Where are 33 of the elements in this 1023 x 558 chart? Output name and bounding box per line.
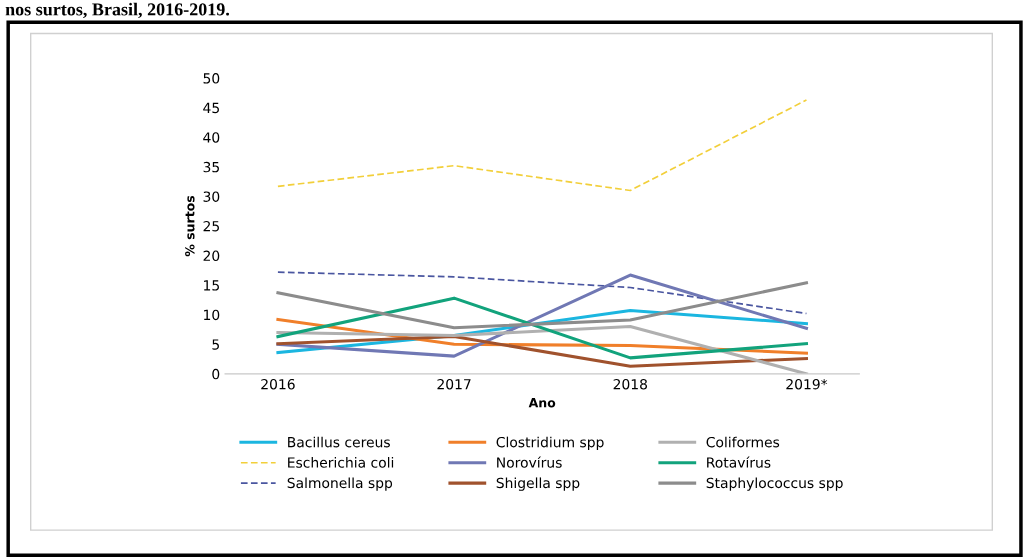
legend-label: Rotavírus <box>707 456 771 468</box>
y-tick-label: 35 <box>203 161 219 173</box>
legend-label: Bacillus cereus <box>288 436 390 448</box>
x-tick-label: 2018 <box>613 378 647 390</box>
legend-label: Shigella spp <box>496 477 580 491</box>
legend-label: Coliformes <box>706 436 780 448</box>
y-tick-label: 10 <box>204 309 220 321</box>
line-series <box>276 296 808 360</box>
legend-label: Salmonella spp <box>287 477 393 491</box>
y-tick-label: 40 <box>203 132 220 143</box>
y-tick-label: 50 <box>203 73 220 84</box>
line-series <box>277 99 808 192</box>
y-tick-label: 15 <box>204 280 219 291</box>
line-series <box>276 281 808 330</box>
x-axis-title: Ano <box>528 398 556 408</box>
legend-label: Norovírus <box>497 456 562 468</box>
line-series <box>276 335 808 368</box>
legend-label: Escherichia coli <box>288 457 394 468</box>
y-tick-label: 25 <box>203 220 219 232</box>
x-tick-label: 2019* <box>786 378 828 390</box>
y-axis-title: % surtos <box>185 195 195 257</box>
x-tick-label: 2016 <box>261 378 295 390</box>
y-tick-label: 0 <box>212 368 220 380</box>
y-tick-label: 20 <box>203 250 220 262</box>
y-tick-label: 45 <box>203 102 219 114</box>
legend-label: Clostridium spp <box>496 436 604 451</box>
line-series <box>276 273 808 358</box>
legend-label: Staphylococcus spp <box>706 477 843 491</box>
y-tick-label: 30 <box>203 191 220 202</box>
chart-title: nos surtos, Brasil, 2016-2019. <box>5 2 230 19</box>
y-tick-label: 5 <box>212 339 219 350</box>
x-tick-label: 2017 <box>437 378 471 390</box>
line-series <box>276 325 808 374</box>
